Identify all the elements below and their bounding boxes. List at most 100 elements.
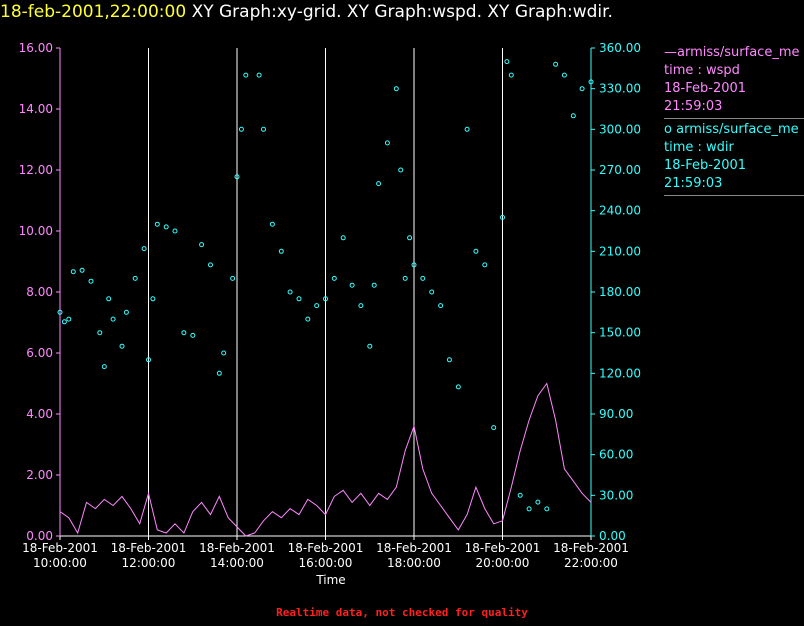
wdir-data-point: [570, 113, 576, 119]
y-tick-label-right: 0.00: [599, 529, 626, 543]
y-tick-label-right: 270.00: [599, 163, 641, 177]
legend: —armiss/surface_me time : wspd 18-Feb-20…: [664, 44, 804, 198]
wdir-data-point: [579, 86, 585, 92]
y-tick-label-right: 30.00: [599, 488, 633, 502]
wdir-data-point: [314, 303, 320, 309]
wdir-data-point: [411, 262, 417, 268]
wdir-data-point: [526, 506, 532, 512]
y-tick-label-left: 0.00: [26, 529, 53, 543]
wdir-data-point: [261, 126, 266, 132]
wdir-data-point: [101, 364, 107, 370]
x-tick-label-time: 18:00:00: [387, 556, 441, 570]
circle-marker-icon: o: [664, 122, 672, 137]
wdir-data-point: [287, 289, 293, 295]
wdir-data-point: [234, 174, 240, 180]
wdir-data-point: [464, 126, 470, 132]
wdir-data-point: [146, 357, 151, 363]
wdir-data-point: [340, 235, 346, 241]
wdir-data-point: [398, 167, 404, 173]
y-tick-label-left: 6.00: [26, 346, 53, 360]
x-tick-label-time: 10:00:00: [33, 556, 87, 570]
x-tick-label-date: 18-Feb-2001: [22, 541, 98, 555]
wdir-data-point: [588, 79, 594, 85]
title-date: 18-feb-2001,22:00:00: [0, 2, 187, 22]
wdir-data-point: [384, 140, 390, 146]
y-tick-label-left: 12.00: [19, 163, 53, 177]
legend-entry-wspd[interactable]: —armiss/surface_me time : wspd 18-Feb-20…: [664, 44, 804, 119]
wdir-data-point: [79, 267, 85, 273]
wdir-data-point: [238, 126, 244, 132]
wdir-data-point: [367, 343, 373, 349]
wdir-data-point: [106, 296, 112, 302]
y-tick-label-right: 300.00: [599, 122, 641, 136]
wdir-data-point: [221, 350, 227, 356]
y-tick-label-left: 4.00: [26, 407, 53, 421]
wdir-data-point: [97, 330, 103, 336]
wdir-data-point: [407, 235, 413, 241]
y-tick-label-right: 60.00: [599, 448, 633, 462]
wdir-data-point: [199, 242, 205, 248]
y-tick-label-left: 2.00: [26, 468, 53, 482]
x-tick-label-time: 20:00:00: [476, 556, 530, 570]
x-tick-label-time: 12:00:00: [122, 556, 176, 570]
y-tick-label-right: 240.00: [599, 204, 641, 218]
x-tick-label-time: 16:00:00: [299, 556, 353, 570]
y-tick-label-right: 330.00: [599, 82, 641, 96]
y-tick-label-left: 8.00: [26, 285, 53, 299]
wdir-data-point: [123, 309, 129, 315]
y-tick-label-right: 120.00: [599, 366, 641, 380]
x-tick-label-date: 18-Feb-2001: [111, 541, 187, 555]
legend-series-name: armiss/surface_me: [676, 122, 799, 137]
wdir-data-point: [371, 282, 377, 288]
wdir-data-point: [132, 275, 138, 281]
wdir-data-point: [230, 275, 236, 281]
wdir-data-point: [61, 319, 67, 325]
wdir-data-point: [110, 316, 116, 322]
wdir-data-point: [269, 221, 275, 227]
wdir-data-point: [256, 72, 262, 78]
wdir-data-point: [181, 330, 187, 336]
x-tick-label-time: 22:00:00: [564, 556, 618, 570]
wdir-data-point: [70, 269, 76, 275]
wdir-data-point: [517, 492, 523, 498]
wdir-data-point: [508, 72, 514, 78]
y-tick-label-right: 210.00: [599, 244, 641, 258]
wdir-data-point: [535, 499, 541, 505]
chart-title: 18-feb-2001,22:00:00 XY Graph:xy-grid. X…: [0, 2, 613, 22]
line-marker-icon: —: [664, 45, 677, 60]
wdir-data-point: [141, 246, 147, 252]
wdir-data-point: [243, 72, 249, 78]
legend-entry-wdir[interactable]: o armiss/surface_me time : wdir 18-Feb-2…: [664, 121, 804, 196]
wdir-data-point: [208, 262, 213, 268]
wdir-data-point: [216, 370, 222, 376]
wdir-data-point: [553, 61, 559, 67]
y-tick-label-left: 16.00: [19, 41, 53, 55]
wdir-data-point: [376, 181, 382, 187]
wdir-data-point: [429, 289, 435, 295]
y-tick-label-right: 180.00: [599, 285, 641, 299]
wdir-data-point: [57, 309, 63, 315]
legend-time: 21:59:03: [664, 176, 723, 191]
y-tick-label-right: 150.00: [599, 326, 641, 340]
wdir-data-point: [163, 224, 169, 230]
wdir-data-point: [349, 282, 355, 288]
wdir-data-point: [504, 59, 510, 65]
wdir-data-point: [305, 316, 311, 322]
wdir-data-point: [190, 332, 196, 338]
wdir-data-point: [393, 86, 399, 92]
wdir-data-point: [500, 214, 505, 220]
x-tick-label-date: 18-Feb-2001: [199, 541, 275, 555]
x-axis-label: Time: [315, 573, 345, 587]
wdir-data-point: [561, 72, 567, 78]
y-tick-label-left: 10.00: [19, 224, 53, 238]
wdir-data-point: [455, 384, 461, 390]
wdir-data-point: [119, 343, 125, 349]
wdir-data-point: [172, 228, 178, 234]
legend-variable: time : wspd: [664, 63, 740, 78]
wdir-data-point: [358, 303, 364, 309]
legend-variable: time : wdir: [664, 140, 734, 155]
y-tick-label-left: 14.00: [19, 102, 53, 116]
wdir-data-point: [446, 357, 452, 363]
wdir-data-point: [420, 275, 426, 281]
